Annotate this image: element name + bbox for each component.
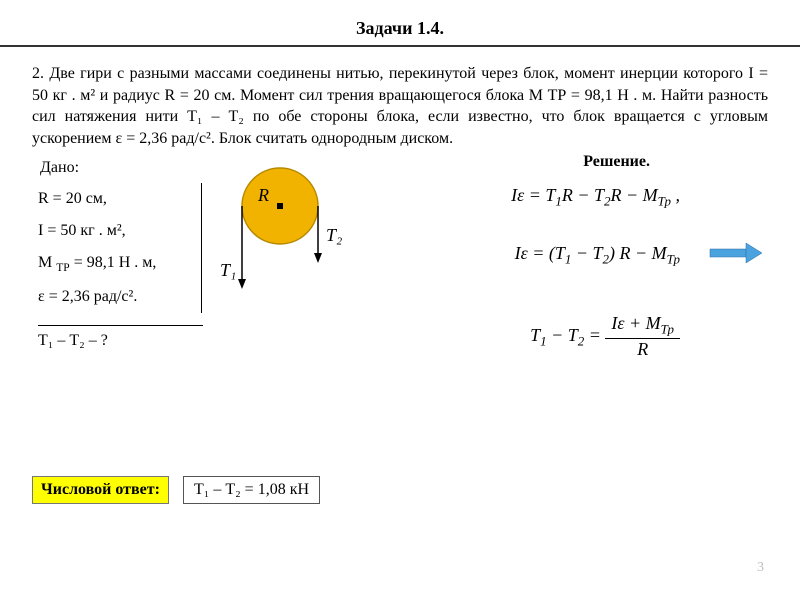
eq3-denominator: R [605, 339, 680, 360]
given-I: I = 50 кг . м², [38, 215, 193, 247]
given-label: Дано: [40, 159, 79, 177]
page-number: 3 [757, 560, 764, 576]
solution-label: Решение. [583, 153, 650, 171]
implies-arrow [706, 241, 766, 265]
eq3-numerator: Iε + MТр [605, 313, 680, 339]
pulley-center [277, 203, 283, 209]
label-R: R [257, 185, 269, 205]
eq3-left: T1 − T2 = [530, 325, 605, 345]
problem-statement: 2. Две гири с разными массами соединены … [0, 55, 800, 153]
find-line: Т₁ – Т₂ – ? [38, 325, 203, 350]
label-T2: T₂ [326, 225, 342, 245]
arrow-body [710, 249, 746, 257]
label-T1: T₁ [220, 260, 236, 280]
answer-label: Числовой ответ: [32, 476, 169, 504]
divider-bottom [0, 46, 800, 47]
arrowhead-T2 [314, 253, 322, 263]
given-eps: ε = 2,36 рад/с². [38, 281, 193, 313]
pulley-svg: R T₁ T₂ [200, 161, 360, 311]
equation-3: T1 − T2 = Iε + MТр R [530, 313, 680, 360]
eq2-text: Iε = (T1 − T2) R − MТр [515, 243, 680, 263]
eq1-text: Iε = T1R − T2R − MТр , [511, 185, 680, 205]
given-R: R = 20 см, [38, 183, 193, 215]
content-area: Дано: R = 20 см, I = 50 кг . м², М ТР = … [0, 153, 800, 453]
equation-1: Iε = T1R − T2R − MТр , [511, 185, 680, 210]
equation-2: Iε = (T1 − T2) R − MТр [515, 243, 680, 268]
given-block: R = 20 см, I = 50 кг . м², М ТР = 98,1 Н… [32, 183, 202, 313]
page-title: Задачи 1.4. [0, 0, 800, 45]
eq3-fraction: Iε + MТр R [605, 313, 680, 360]
arrowhead-T1 [238, 279, 246, 289]
pulley-diagram: R T₁ T₂ [200, 161, 360, 311]
given-M: М ТР = 98,1 Н . м, [38, 247, 193, 280]
answer-value: Т₁ – Т₂ = 1,08 кН [183, 476, 320, 504]
answer-row: Числовой ответ: Т₁ – Т₂ = 1,08 кН [32, 476, 320, 504]
arrow-head-icon [746, 243, 762, 263]
